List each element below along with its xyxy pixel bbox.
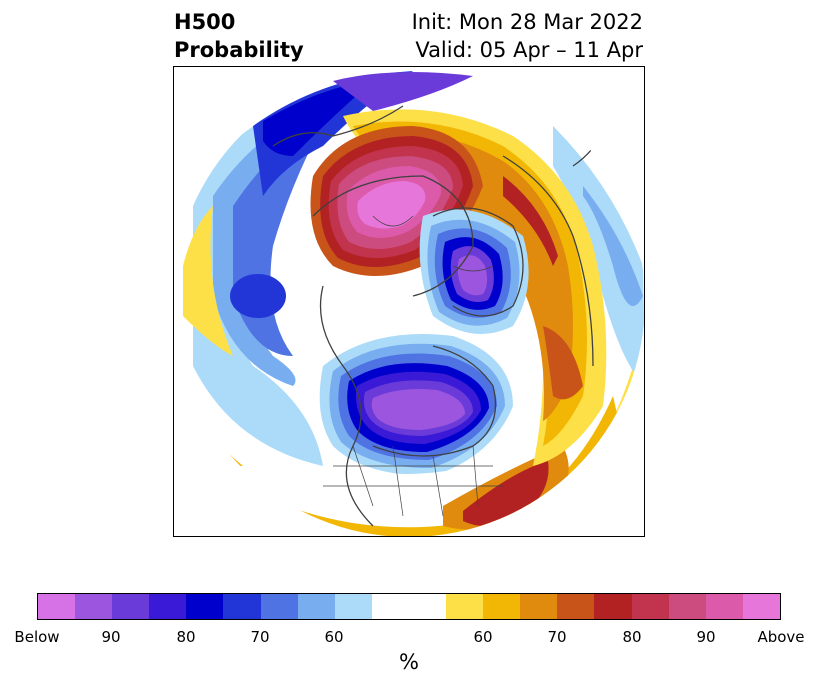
colorbar-swatch bbox=[149, 594, 187, 619]
colorbar-swatch bbox=[520, 594, 558, 619]
title-left: H500 Probability bbox=[174, 8, 304, 64]
colorbar-swatch bbox=[557, 594, 595, 619]
colorbar-tick-label: 70 bbox=[250, 628, 270, 646]
colorbar-tick-label: Below bbox=[14, 628, 60, 646]
map-svg bbox=[173, 66, 645, 537]
colorbar-swatch bbox=[38, 594, 76, 619]
colorbar-tick-label: 60 bbox=[324, 628, 344, 646]
colorbar-swatch bbox=[446, 594, 484, 619]
colorbar-swatch bbox=[297, 594, 335, 619]
colorbar-tick-label: 70 bbox=[547, 628, 567, 646]
init-date: Init: Mon 28 Mar 2022 bbox=[411, 10, 643, 34]
probability-shading bbox=[173, 66, 645, 537]
colorbar-swatch bbox=[594, 594, 632, 619]
colorbar-tick-label: 90 bbox=[101, 628, 121, 646]
colorbar-swatch bbox=[408, 594, 447, 619]
colorbar-swatch bbox=[371, 594, 409, 619]
map-border bbox=[173, 66, 645, 537]
colorbar-swatch bbox=[334, 594, 372, 619]
colorbar-tick-label: 60 bbox=[473, 628, 493, 646]
title-right: Init: Mon 28 Mar 2022 Valid: 05 Apr – 11… bbox=[412, 8, 643, 64]
colorbar-swatch bbox=[483, 594, 521, 619]
product-name: Probability bbox=[174, 38, 304, 62]
colorbar-unit: % bbox=[399, 650, 419, 674]
colorbar-swatch bbox=[186, 594, 224, 619]
colorbar-swatch bbox=[112, 594, 150, 619]
valid-range: Valid: 05 Apr – 11 Apr bbox=[415, 38, 643, 62]
colorbar-swatch bbox=[260, 594, 298, 619]
colorbar-tick-label: 80 bbox=[622, 628, 642, 646]
colorbar-swatch bbox=[631, 594, 669, 619]
colorbar-swatch bbox=[668, 594, 706, 619]
colorbar-swatch bbox=[223, 594, 261, 619]
colorbar-swatch bbox=[705, 594, 743, 619]
colorbar-swatch bbox=[75, 594, 113, 619]
borders bbox=[323, 215, 503, 517]
probability-map bbox=[173, 66, 645, 537]
colorbar-tick-label: Above bbox=[757, 628, 805, 646]
colorbar bbox=[37, 593, 781, 620]
coastlines bbox=[272, 105, 614, 527]
variable-name: H500 bbox=[174, 10, 236, 34]
colorbar-tick-label: 90 bbox=[696, 628, 716, 646]
colorbar-tick-label: 80 bbox=[176, 628, 196, 646]
colorbar-swatch bbox=[742, 594, 780, 619]
